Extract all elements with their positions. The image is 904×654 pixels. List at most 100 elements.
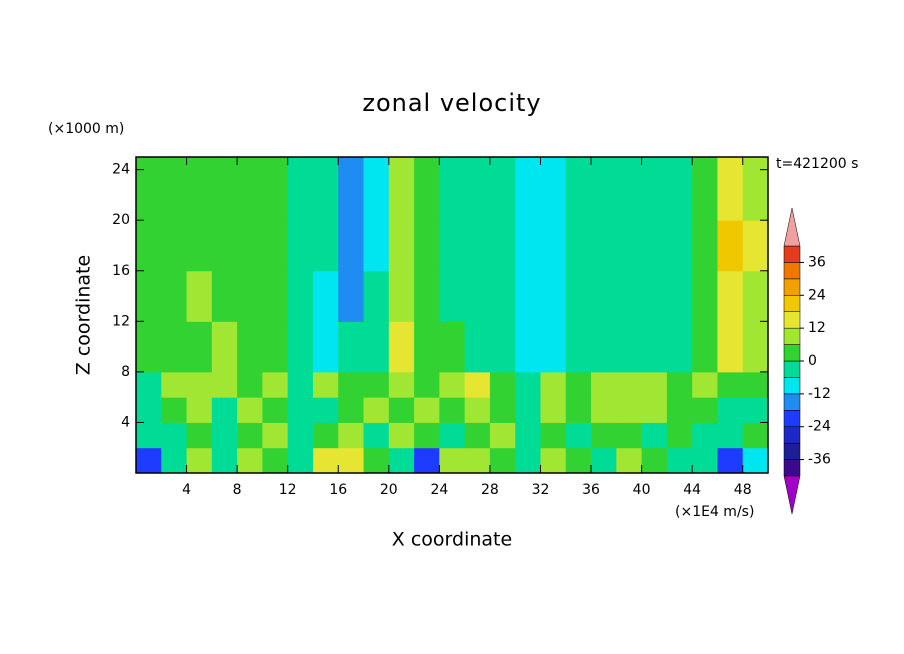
heat-cell xyxy=(414,447,440,474)
heat-cell xyxy=(338,220,365,272)
heat-cell xyxy=(439,397,466,423)
heat-cell xyxy=(363,321,390,373)
heat-cell xyxy=(363,371,390,398)
heat-cell xyxy=(641,371,668,398)
heat-cell xyxy=(489,447,516,474)
heat-cell xyxy=(717,220,744,272)
heat-cell xyxy=(540,422,567,449)
heat-cell xyxy=(211,321,238,373)
heat-cell xyxy=(666,397,693,423)
colorbar-box xyxy=(783,327,801,345)
heat-cell xyxy=(211,447,238,474)
y-tick-label: 12 xyxy=(112,313,130,329)
y-tick-label: 8 xyxy=(121,364,130,380)
heat-cell xyxy=(161,321,188,373)
y-tick-label: 20 xyxy=(112,212,130,228)
heat-cell xyxy=(136,447,162,474)
heat-cell xyxy=(515,397,541,423)
heat-cell xyxy=(439,270,466,322)
colorbar-box xyxy=(783,360,801,378)
heat-cell xyxy=(363,447,390,474)
heat-cell xyxy=(439,321,466,373)
heat-cell xyxy=(464,397,491,423)
heat-cell xyxy=(666,371,693,398)
colorbar-tick-label: 24 xyxy=(808,287,826,303)
heat-cell xyxy=(717,157,744,221)
heat-cell xyxy=(186,220,213,272)
heat-cell xyxy=(312,447,339,474)
heat-cell xyxy=(237,422,263,449)
heat-cell xyxy=(464,422,491,449)
heat-cell xyxy=(565,447,592,474)
heat-cell xyxy=(363,270,390,322)
colorbar-box xyxy=(783,245,801,263)
heat-cell xyxy=(161,371,188,398)
heat-cell xyxy=(692,157,718,221)
heat-cell xyxy=(414,397,440,423)
heat-cell xyxy=(211,397,238,423)
heat-cell xyxy=(287,447,314,474)
heat-cell xyxy=(262,321,289,373)
heat-cell xyxy=(287,422,314,449)
heat-cell xyxy=(414,220,440,272)
heat-cell xyxy=(338,157,365,221)
colorbar-box xyxy=(783,442,801,460)
heat-cell xyxy=(515,447,541,474)
colorbar-tick-label: -24 xyxy=(808,419,831,435)
heat-cell xyxy=(641,422,668,449)
heat-cell xyxy=(338,447,365,474)
heat-cell xyxy=(312,270,339,322)
heat-cell xyxy=(287,270,314,322)
heat-cell xyxy=(540,270,567,322)
heat-cell xyxy=(414,422,440,449)
heat-cell xyxy=(161,447,188,474)
heat-cell xyxy=(742,220,769,272)
heat-cell xyxy=(161,270,188,322)
heat-cell xyxy=(186,422,213,449)
heat-cell xyxy=(591,321,617,373)
heat-cell xyxy=(312,321,339,373)
heat-cell xyxy=(312,397,339,423)
heat-cell xyxy=(388,157,415,221)
heat-cell xyxy=(742,321,769,373)
heat-cell xyxy=(414,371,440,398)
heat-cell xyxy=(136,422,162,449)
heat-cell xyxy=(742,422,769,449)
heat-cell xyxy=(692,371,718,398)
heat-cell xyxy=(616,321,643,373)
heat-cell xyxy=(464,157,491,221)
heat-cell xyxy=(262,447,289,474)
heat-cell xyxy=(237,157,263,221)
heat-cell xyxy=(489,422,516,449)
colorbar-box xyxy=(783,459,801,477)
heat-cell xyxy=(237,220,263,272)
heat-cell xyxy=(616,220,643,272)
heat-cell xyxy=(515,321,541,373)
heat-cell xyxy=(591,157,617,221)
heat-cell xyxy=(161,422,188,449)
heat-cell xyxy=(717,321,744,373)
colorbar-box xyxy=(783,410,801,427)
heat-cell xyxy=(262,397,289,423)
heat-cell xyxy=(388,371,415,398)
heat-cell xyxy=(312,422,339,449)
x-tick-label: 12 xyxy=(279,482,297,498)
heat-cell xyxy=(287,157,314,221)
heat-cell xyxy=(439,422,466,449)
heat-cell xyxy=(136,270,162,322)
heat-cell xyxy=(388,321,415,373)
colorbar-over xyxy=(783,207,801,247)
x-tick-label: 20 xyxy=(380,482,398,498)
colorbar-box xyxy=(783,426,801,444)
heat-cell xyxy=(591,371,617,398)
x-tick-label: 32 xyxy=(532,482,550,498)
heat-cell xyxy=(666,220,693,272)
heat-cell xyxy=(388,220,415,272)
heat-cell xyxy=(641,447,668,474)
heat-cell xyxy=(186,371,213,398)
heat-cell xyxy=(666,270,693,322)
heat-cell xyxy=(515,157,541,221)
heat-cell xyxy=(237,321,263,373)
time-label: t=421200 s xyxy=(776,156,858,172)
x-tick-label: 16 xyxy=(329,482,347,498)
